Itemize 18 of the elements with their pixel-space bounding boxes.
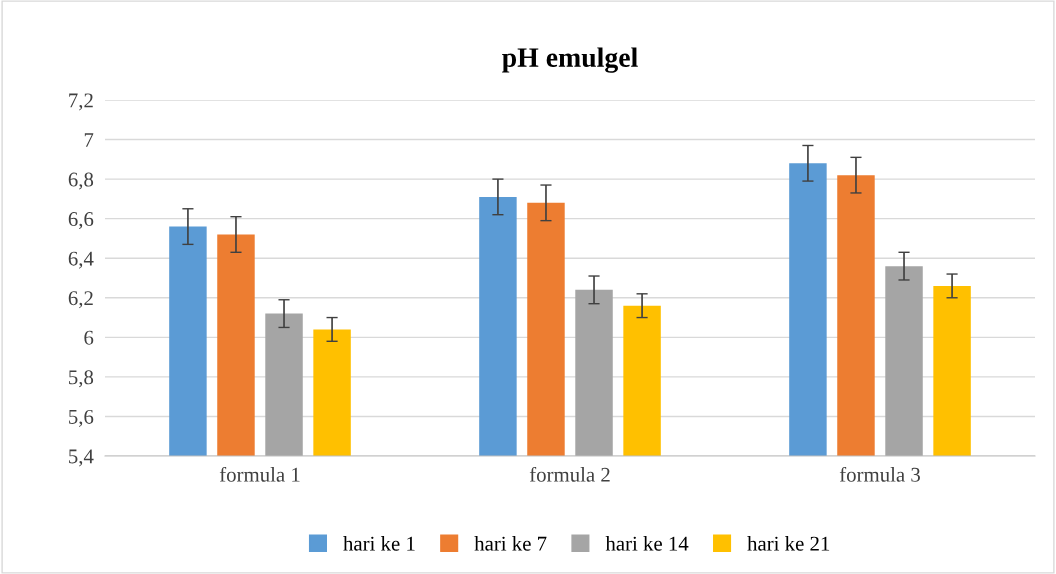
legend-label: hari ke 21 bbox=[747, 536, 830, 551]
x-tick-label: formula 1 bbox=[219, 466, 300, 482]
y-tick-label: 7,2 bbox=[69, 93, 93, 111]
x-tick-label: formula 2 bbox=[529, 466, 610, 482]
x-tick-label: formula 3 bbox=[839, 466, 920, 482]
y-tick-label: 6 bbox=[84, 330, 94, 345]
y-tick-label: 6,4 bbox=[68, 251, 94, 269]
y-tick-label: 5,8 bbox=[69, 370, 94, 388]
y-tick-label: 6,2 bbox=[68, 291, 93, 309]
y-tick-label: 6,6 bbox=[68, 212, 94, 230]
y-tick-label: 7 bbox=[84, 133, 94, 147]
y-tick-label: 6,8 bbox=[68, 172, 94, 190]
y-tick-label: 5,4 bbox=[69, 449, 94, 467]
chart-title: pH emulgel bbox=[502, 47, 638, 73]
legend-label: hari ke 1 bbox=[343, 536, 415, 551]
legend-label: hari ke 14 bbox=[605, 536, 689, 551]
legend-label: hari ke 7 bbox=[474, 536, 547, 551]
y-tick-label: 5,6 bbox=[69, 409, 94, 427]
